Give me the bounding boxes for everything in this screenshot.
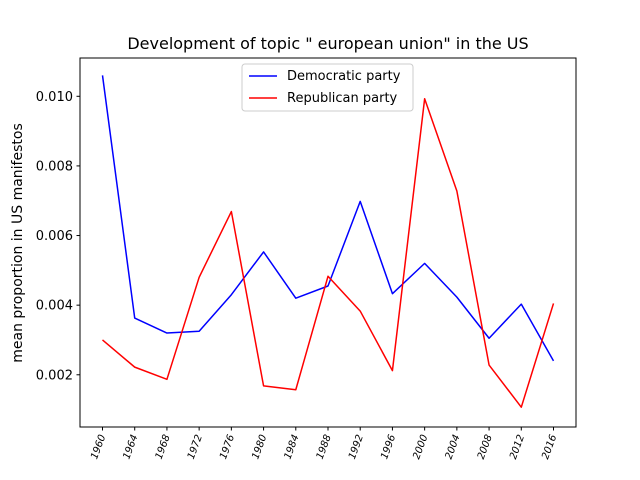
x-tick-label: 2012 (508, 433, 527, 461)
legend-label-republican: Republican party (287, 91, 398, 106)
y-axis-label: mean proportion in US manifestos (10, 123, 26, 363)
chart-title: Development of topic " european union" i… (127, 34, 528, 53)
x-tick-label: 1960 (89, 433, 108, 461)
legend: Democratic party Republican party (241, 63, 414, 112)
y-axis: 0.002 0.004 0.006 0.008 0.010 (36, 90, 80, 383)
y-tick-label: 0.004 (36, 299, 73, 314)
legend-box (241, 63, 414, 112)
x-tick-label: 1988 (315, 433, 334, 461)
y-tick-label: 0.002 (36, 368, 73, 383)
x-tick-label: 1992 (347, 433, 366, 461)
x-tick-label: 1980 (250, 433, 269, 461)
plot-frame (79, 57, 577, 428)
x-axis: 1960 1964 1968 1972 1976 1980 1984 1988 1992 1996… (89, 427, 559, 461)
series-line-republican (102, 97, 555, 408)
x-tick-label: 2008 (476, 433, 495, 461)
y-tick-label: 0.006 (36, 229, 73, 244)
legend-label-democratic: Democratic party (287, 69, 401, 84)
y-tick-label: 0.008 (36, 159, 73, 174)
x-tick-label: 1964 (121, 433, 140, 461)
x-tick-label: 1976 (218, 433, 237, 461)
y-tick-label: 0.010 (36, 90, 73, 105)
series-line-democratic (101, 75, 555, 362)
x-tick-label: 2016 (540, 433, 559, 461)
series-layer (101, 75, 555, 408)
x-tick-label: 1996 (379, 433, 398, 461)
x-tick-label: 1968 (154, 433, 173, 461)
x-tick-label: 2000 (411, 433, 430, 461)
x-tick-label: 1984 (283, 433, 302, 461)
x-tick-label: 1972 (186, 433, 205, 461)
x-tick-label: 2004 (444, 433, 463, 461)
